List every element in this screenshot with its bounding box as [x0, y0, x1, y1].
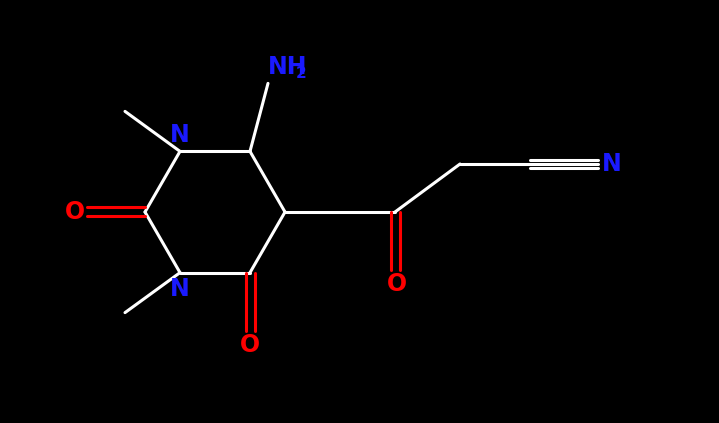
Text: N: N [170, 124, 190, 147]
Text: NH: NH [268, 55, 308, 80]
Text: 2: 2 [296, 66, 307, 81]
Text: O: O [240, 332, 260, 357]
Text: O: O [65, 200, 85, 224]
Text: O: O [387, 272, 407, 296]
Text: N: N [602, 152, 622, 176]
Text: N: N [170, 277, 190, 301]
